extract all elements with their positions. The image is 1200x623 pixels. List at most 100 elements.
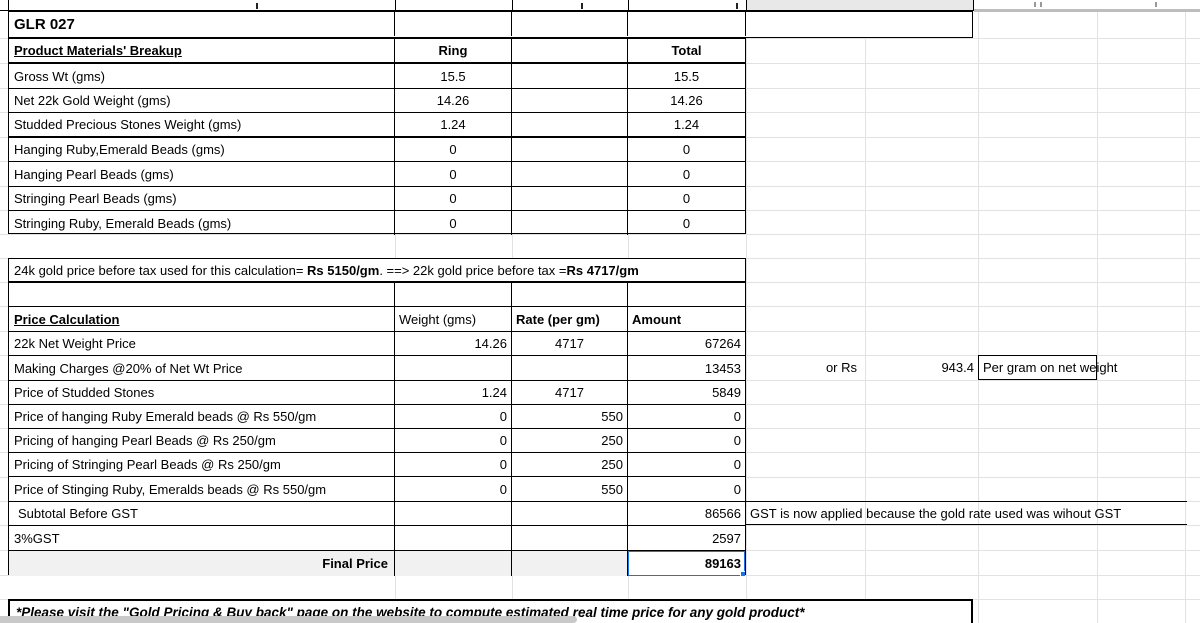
row-label-cell[interactable]: Pricing of hanging Pearl Beads @ Rs 250/… xyxy=(9,429,395,452)
row-label-cell[interactable]: 22k Net Weight Price xyxy=(9,332,395,355)
rate-cell[interactable] xyxy=(512,356,628,380)
ring-value-cell[interactable]: 0 xyxy=(395,187,512,210)
row-label-cell[interactable]: Making Charges @20% of Net Wt Price xyxy=(9,356,395,380)
ring-value-cell[interactable]: 14.26 xyxy=(395,89,512,112)
ring-value-cell[interactable]: 1.24 xyxy=(395,113,512,136)
col-header-ring[interactable]: Ring xyxy=(395,39,512,62)
per-gram-note-cell[interactable]: Per gram on net weight xyxy=(978,355,1117,380)
price-calc-title-cell[interactable]: Price Calculation xyxy=(9,307,395,331)
empty-cell[interactable] xyxy=(395,526,512,550)
total-value-cell[interactable]: 1.24 xyxy=(673,117,700,132)
gst-note-cell[interactable]: GST is now applied because the gold rate… xyxy=(746,501,1187,525)
empty-cell[interactable] xyxy=(512,526,628,550)
total-value-cell[interactable]: 0 xyxy=(682,191,691,206)
empty-cell[interactable] xyxy=(512,283,628,306)
amount-cell[interactable]: 0 xyxy=(733,409,741,424)
table-row: Price of Stinging Ruby, Emeralds beads @… xyxy=(9,477,745,502)
empty-cell[interactable] xyxy=(512,89,628,112)
selected-cell-final-amount[interactable]: 89163 xyxy=(628,551,745,576)
empty-cell[interactable] xyxy=(395,283,512,306)
rate-cell[interactable]: 550 xyxy=(512,477,628,501)
final-price-row: Final Price 89163 xyxy=(9,551,745,576)
empty-cell[interactable] xyxy=(395,502,512,525)
weight-cell[interactable]: 0 xyxy=(395,405,512,428)
table-row: Price of hanging Ruby Emerald beads @ Rs… xyxy=(9,405,745,429)
empty-cell[interactable] xyxy=(512,551,628,576)
gridline xyxy=(1097,11,1098,623)
amount-cell[interactable]: 0 xyxy=(733,433,741,448)
amount-cell[interactable]: 13453 xyxy=(704,360,741,376)
empty-cell[interactable] xyxy=(395,12,512,36)
row-label-cell[interactable]: Stringing Ruby, Emerald Beads (gms) xyxy=(9,211,395,235)
empty-cell[interactable] xyxy=(512,211,628,235)
total-value-cell[interactable]: 14.26 xyxy=(670,93,703,108)
ring-value-cell[interactable]: 0 xyxy=(395,162,512,186)
row-label-cell[interactable]: Price of Studded Stones xyxy=(9,381,395,404)
row-label-cell[interactable]: Gross Wt (gms) xyxy=(9,64,395,88)
ring-value-cell[interactable]: 15.5 xyxy=(395,64,512,88)
empty-cell[interactable] xyxy=(512,187,628,210)
selection-fill-handle[interactable] xyxy=(740,571,745,576)
row-label-cell[interactable]: Studded Precious Stones Weight (gms) xyxy=(9,113,395,136)
rate-cell[interactable]: 4717 xyxy=(512,381,628,404)
empty-cell[interactable] xyxy=(512,113,628,136)
col-header-amount[interactable]: Amount xyxy=(632,311,682,327)
total-value-cell[interactable]: 0 xyxy=(682,166,691,182)
amount-cell[interactable]: 0 xyxy=(733,481,741,497)
breakup-title-cell[interactable]: Product Materials' Breakup xyxy=(9,39,395,62)
empty-cell[interactable] xyxy=(512,162,628,186)
weight-cell[interactable]: 0 xyxy=(395,429,512,452)
per-gram-value-cell[interactable]: 943.4 xyxy=(941,360,974,375)
weight-cell[interactable]: 1.24 xyxy=(395,381,512,404)
gst-amount-cell[interactable]: 2597 xyxy=(712,530,741,546)
row-label-cell[interactable]: Hanging Ruby,Emerald Beads (gms) xyxy=(9,138,395,161)
rate-cell[interactable]: 250 xyxy=(512,453,628,476)
amount-cell[interactable]: 67264 xyxy=(704,336,741,351)
gold-rate-note-box[interactable]: 24k gold price before tax used for this … xyxy=(8,258,746,282)
gst-label-cell[interactable]: 3%GST xyxy=(9,526,395,550)
total-value-cell[interactable]: 15.5 xyxy=(673,68,700,84)
col-header-weight[interactable]: Weight (gms) xyxy=(395,307,512,331)
horizontal-scrollbar[interactable] xyxy=(0,616,577,623)
ring-value-cell[interactable]: 0 xyxy=(395,211,512,235)
empty-cell[interactable] xyxy=(512,39,628,62)
empty-cell[interactable] xyxy=(746,12,972,36)
product-code-cell[interactable]: GLR 027 xyxy=(9,12,395,36)
weight-cell[interactable] xyxy=(395,356,512,380)
row-label-cell[interactable]: Net 22k Gold Weight (gms) xyxy=(9,89,395,112)
row-label-cell[interactable]: Hanging Pearl Beads (gms) xyxy=(9,162,395,186)
col-header-total[interactable]: Total xyxy=(671,43,702,58)
empty-cell[interactable] xyxy=(395,551,512,576)
empty-cell[interactable] xyxy=(9,283,395,306)
col-header-rate[interactable]: Rate (per gm) xyxy=(512,307,628,331)
empty-cell[interactable] xyxy=(628,283,745,306)
final-price-label-cell[interactable]: Final Price xyxy=(9,551,395,576)
empty-cell[interactable] xyxy=(628,12,746,36)
price-calc-title: Price Calculation xyxy=(14,311,120,327)
empty-cell[interactable] xyxy=(512,12,628,36)
subtotal-label-cell[interactable]: Subtotal Before GST xyxy=(9,502,395,525)
row-label-cell[interactable]: Price of Stinging Ruby, Emeralds beads @… xyxy=(9,477,395,501)
empty-cell[interactable] xyxy=(512,64,628,88)
subtotal-amount-cell[interactable]: 86566 xyxy=(704,506,741,521)
or-rs-cell[interactable]: or Rs xyxy=(825,360,857,375)
amount-cell[interactable]: 0 xyxy=(733,457,741,472)
gridline xyxy=(978,11,979,623)
rate-cell[interactable]: 4717 xyxy=(512,332,628,355)
weight-cell[interactable]: 0 xyxy=(395,453,512,476)
row-label-cell[interactable]: Stringing Pearl Beads (gms) xyxy=(9,187,395,210)
row-label-cell[interactable]: Price of hanging Ruby Emerald beads @ Rs… xyxy=(9,405,395,428)
total-value-cell[interactable]: 0 xyxy=(682,215,691,231)
clipped-header-shaded-cell[interactable] xyxy=(746,0,973,10)
rate-cell[interactable]: 250 xyxy=(512,429,628,452)
row-label-cell[interactable]: Pricing of Stringing Pearl Beads @ Rs 25… xyxy=(9,453,395,476)
table-row: 22k Net Weight Price 14.26 4717 67264 xyxy=(9,332,745,356)
weight-cell[interactable]: 0 xyxy=(395,477,512,501)
ring-value-cell[interactable]: 0 xyxy=(395,138,512,161)
empty-cell[interactable] xyxy=(512,502,628,525)
rate-cell[interactable]: 550 xyxy=(512,405,628,428)
amount-cell[interactable]: 5849 xyxy=(712,385,741,400)
total-value-cell[interactable]: 0 xyxy=(682,142,691,157)
empty-cell[interactable] xyxy=(512,138,628,161)
weight-cell[interactable]: 14.26 xyxy=(395,332,512,355)
